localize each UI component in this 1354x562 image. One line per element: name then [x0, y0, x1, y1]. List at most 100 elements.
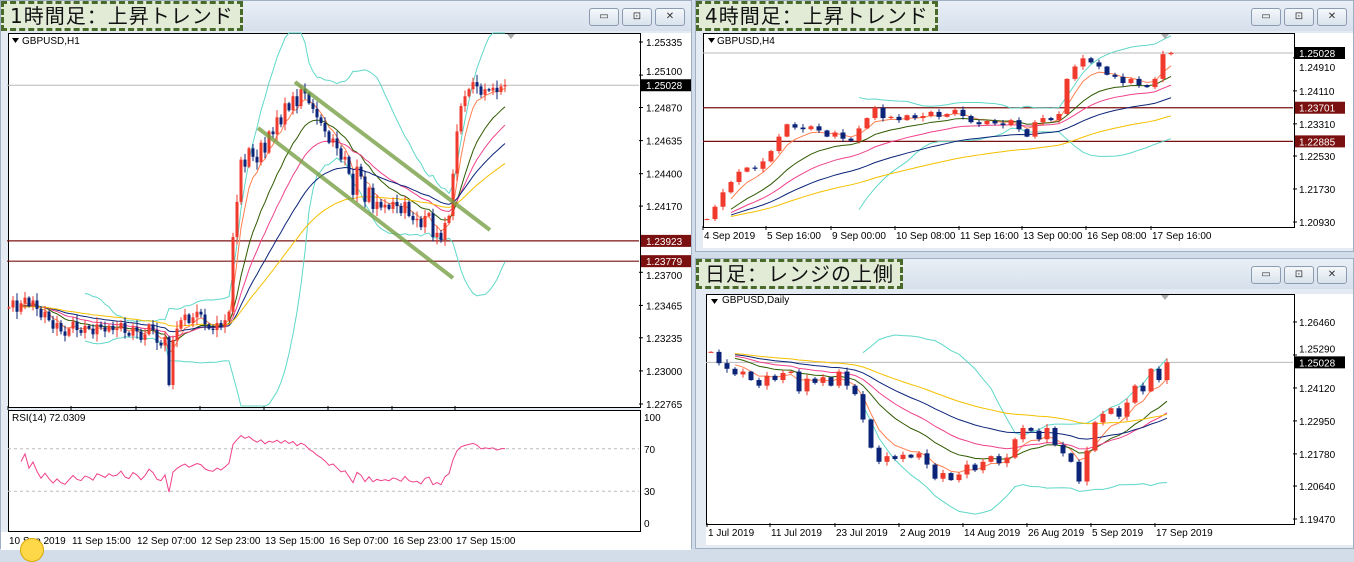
y-tick-label: 1.20930 [1299, 218, 1336, 229]
candle-body [764, 375, 770, 386]
candle-body [900, 454, 906, 459]
candle-body [964, 464, 970, 475]
y-tick-label: 1.23465 [646, 301, 683, 312]
candle-body [47, 311, 51, 321]
restore-button[interactable]: ⊡ [622, 8, 652, 26]
x-tick-label: 5 Sep 16:00 [767, 231, 821, 242]
candle-body [1028, 427, 1034, 431]
candle-body [1168, 52, 1174, 55]
candle-body [776, 136, 782, 152]
price-chart[interactable] [706, 294, 1295, 525]
candle-body [231, 237, 235, 312]
restore-button[interactable]: ⊡ [1284, 8, 1314, 26]
close-button[interactable]: ✕ [1317, 266, 1347, 284]
minimize-button[interactable]: ▭ [589, 8, 619, 26]
candle-body [51, 320, 55, 329]
candle-body [768, 151, 774, 162]
minimize-button[interactable]: ▭ [1251, 8, 1281, 26]
window-titlebar[interactable]: 1時間足：上昇トレンド ▭ ⊡ ✕ [1, 1, 691, 31]
window-title: 日足：レンジの上側 [696, 259, 903, 289]
candle-body [391, 201, 395, 209]
current-price-box [1295, 356, 1345, 369]
candle-body [103, 327, 107, 332]
candle-body [704, 219, 710, 221]
price-label: 1.22885 [1299, 137, 1336, 148]
candle-body [784, 124, 790, 137]
candle-body [1088, 58, 1094, 63]
candle-body [1100, 413, 1106, 423]
price-chart[interactable] [8, 33, 641, 408]
candle-body [804, 378, 810, 392]
candle-body [267, 131, 271, 153]
restore-button[interactable]: ⊡ [1284, 266, 1314, 284]
rsi-panel[interactable] [8, 410, 641, 532]
current-price-label: 1.25028 [1299, 358, 1336, 369]
rsi-tick-label: 70 [644, 445, 656, 456]
candle-body [159, 342, 163, 346]
candle-body [387, 204, 391, 209]
candle-body [1036, 430, 1042, 440]
candle-body [247, 148, 251, 167]
notification-icon[interactable] [20, 538, 44, 562]
y-tick-label: 1.19470 [1299, 515, 1336, 526]
candle-body [736, 171, 742, 182]
symbol-label: GBPUSD,H4 [717, 36, 775, 47]
candle-body [131, 327, 135, 336]
bollinger-band [84, 32, 505, 323]
price-label-box [641, 255, 691, 268]
candle-body [1064, 78, 1070, 114]
moving-average [730, 115, 1172, 217]
window-titlebar[interactable]: 4時間足：上昇トレンド ▭ ⊡ ✕ [696, 1, 1353, 31]
bollinger-band [84, 157, 506, 407]
candle-body [716, 351, 722, 364]
daily-chart-window: 日足：レンジの上側 ▭ ⊡ ✕ [695, 258, 1354, 549]
y-tick-label: 1.24635 [646, 137, 683, 148]
candle-body [443, 223, 447, 240]
x-tick-label: 26 Aug 2019 [1028, 528, 1085, 539]
y-tick-label: 1.21730 [1299, 185, 1336, 196]
candle-body [295, 96, 299, 107]
candle-body [1080, 58, 1086, 67]
candle-body [968, 116, 974, 123]
candle-body [183, 314, 187, 321]
price-chart[interactable] [703, 33, 1295, 228]
candle-body [111, 325, 115, 331]
window-titlebar[interactable]: 日足：レンジの上側 ▭ ⊡ ✕ [696, 259, 1353, 289]
candle-body [383, 204, 387, 208]
candle-body [279, 117, 283, 125]
minimize-button[interactable]: ▭ [1251, 266, 1281, 284]
candle-body [800, 127, 806, 130]
close-button[interactable]: ✕ [1317, 8, 1347, 26]
candle-body [1144, 85, 1150, 88]
candle-body [211, 328, 215, 331]
candle-body [796, 371, 802, 392]
candle-body [463, 96, 467, 107]
candle-body [932, 464, 938, 479]
candle-body [359, 166, 363, 177]
x-tick-label: 17 Sep 2019 [1156, 528, 1213, 539]
trendline [293, 80, 492, 232]
candle-body [235, 201, 239, 238]
candle-body [291, 96, 295, 111]
y-tick-label: 1.25335 [646, 38, 683, 49]
candle-body [487, 89, 491, 91]
candle-body [840, 132, 846, 139]
candle-body [1068, 453, 1074, 462]
candle-body [475, 82, 479, 87]
candle-body [1076, 461, 1082, 482]
moving-average [730, 76, 1172, 210]
y-tick-label: 1.22765 [646, 400, 683, 411]
candle-body [23, 297, 27, 304]
candle-body [343, 156, 347, 160]
candle-body [339, 148, 343, 160]
candle-body [744, 167, 750, 172]
price-label-box [641, 234, 691, 247]
candle-body [880, 107, 886, 119]
y-tick-label: 1.24910 [1299, 63, 1336, 74]
price-axis [641, 33, 691, 533]
candle-body [1020, 427, 1026, 440]
candle-body [503, 84, 507, 87]
close-button[interactable]: ✕ [655, 8, 685, 26]
candle-body [483, 89, 487, 95]
y-tick-label: 1.23700 [646, 271, 683, 282]
